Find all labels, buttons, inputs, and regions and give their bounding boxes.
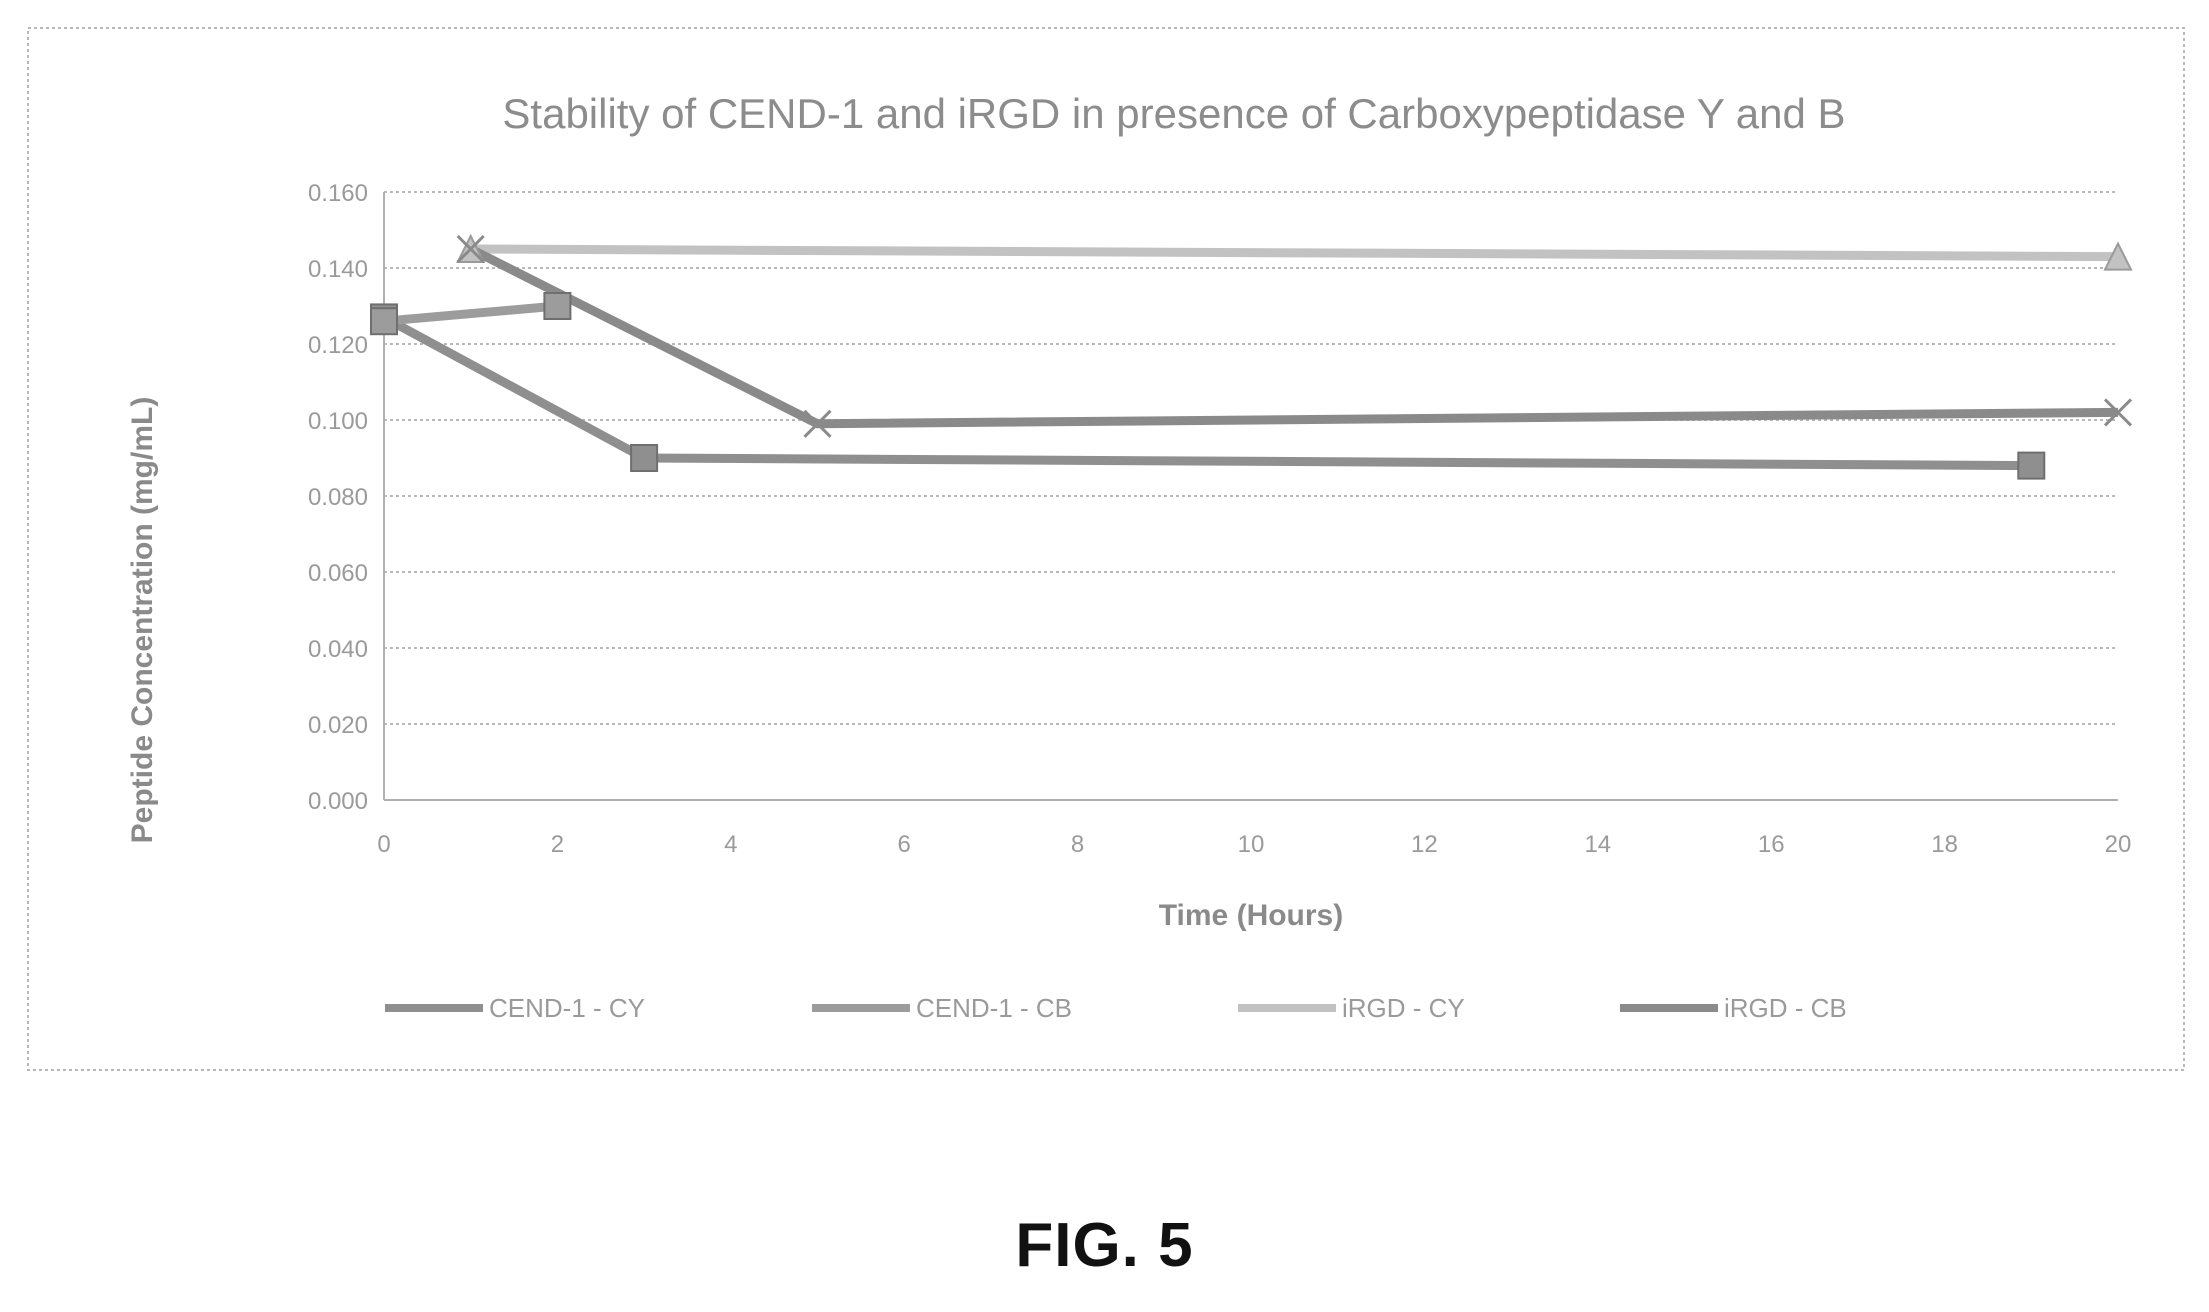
x-tick-label: 10: [1238, 831, 1265, 858]
gridlines: [383, 191, 2118, 801]
data-point-irgd-cb: [2103, 398, 2133, 427]
legend: CEND-1 - CY CEND-1 - CB iRGD - CY iRGD - CB: [385, 993, 1847, 1023]
data-point-cend-1-cb: [370, 307, 398, 336]
data-point-irgd-cy: [2103, 241, 2133, 271]
x-tick-label: 12: [1411, 831, 1438, 858]
x-tick-label: 4: [724, 831, 737, 858]
x-tick-label: 20: [2105, 831, 2132, 858]
legend-label: CEND-1 - CB: [916, 993, 1072, 1023]
x-axis-ticks: 0 2 4 6 8 10 12 14 16 18 20: [377, 831, 2131, 858]
legend-label: iRGD - CB: [1724, 993, 1847, 1023]
data-point-cend-1-cb: [543, 292, 572, 320]
legend-label: iRGD - CY: [1342, 993, 1465, 1023]
x-tick-label: 14: [1584, 831, 1611, 858]
y-tick-label: 0.000: [308, 788, 368, 815]
x-tick-label: 2: [551, 831, 564, 858]
data-point-cend-1-cy: [630, 444, 659, 472]
y-tick-label: 0.020: [308, 712, 368, 739]
y-tick-label: 0.140: [308, 256, 368, 283]
x-tick-label: 0: [377, 831, 390, 858]
chart-border: [27, 27, 2185, 1071]
y-tick-label: 0.100: [308, 408, 368, 435]
y-axis-ticks: 0.000 0.020 0.040 0.060 0.080 0.100 0.120 0.140…: [308, 180, 368, 815]
data-point-irgd-cb: [456, 234, 485, 264]
y-tick-label: 0.060: [308, 560, 368, 587]
x-tick-label: 18: [1931, 831, 1958, 858]
y-axis-label: Peptide Concentration (mg/mL): [126, 397, 159, 844]
y-tick-label: 0.080: [308, 484, 368, 511]
figure-label: FIG. 5: [1015, 1211, 1194, 1280]
series-line-irgd-cy: [470, 244, 2119, 262]
chart: Stability of CEND-1 and iRGD in presence…: [27, 27, 2185, 1071]
chart-title: Stability of CEND-1 and iRGD in presence…: [502, 90, 1845, 137]
y-tick-label: 0.040: [308, 636, 368, 663]
y-tick-label: 0.120: [308, 332, 368, 359]
data-point-irgd-cb: [803, 409, 832, 438]
x-tick-label: 16: [1758, 831, 1785, 858]
legend-label: CEND-1 - CY: [489, 993, 645, 1023]
series-line-cend-1-cb: [383, 301, 558, 326]
x-axis-label: Time (Hours): [1159, 899, 1343, 932]
x-tick-label: 8: [1071, 831, 1084, 858]
data-point-cend-1-cy: [2017, 451, 2046, 480]
x-tick-label: 6: [898, 831, 911, 858]
series-markers: [370, 233, 2133, 480]
y-tick-label: 0.160: [308, 180, 368, 207]
